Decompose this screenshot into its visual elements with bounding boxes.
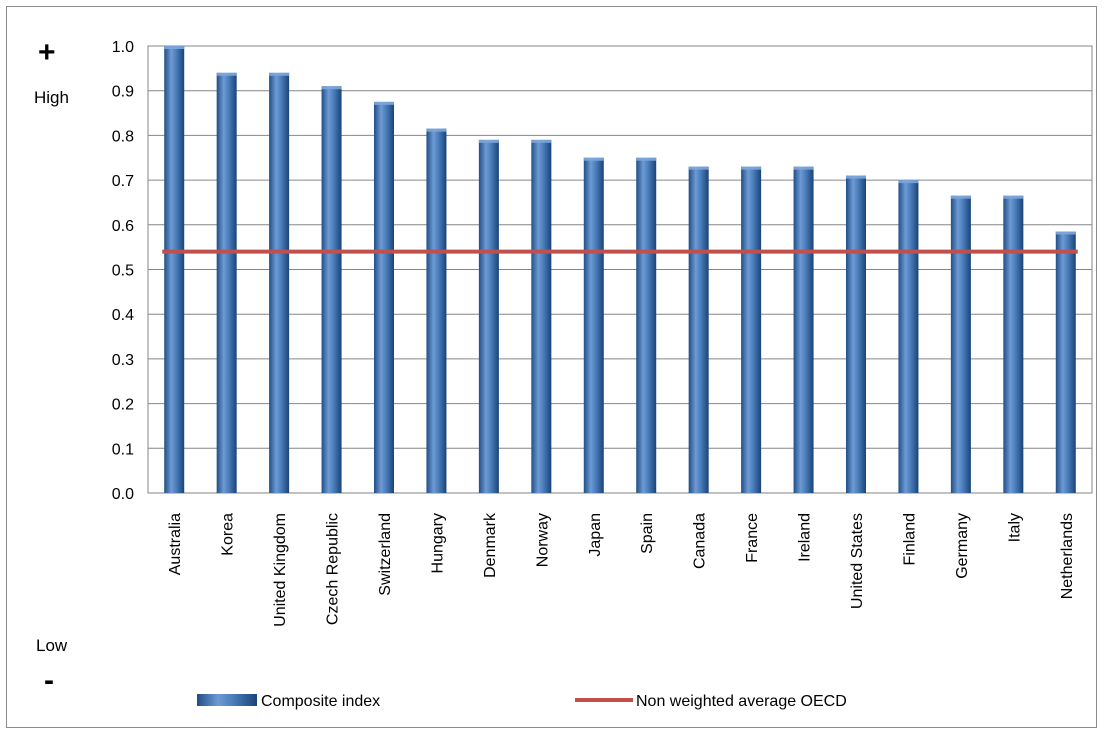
- y-tick-label: 0.9: [112, 84, 134, 101]
- x-tick-label: Finland: [901, 513, 918, 565]
- y-tick-label: 0.7: [112, 173, 134, 190]
- x-tick-label: Czech Republic: [325, 513, 342, 625]
- bar-cap: [531, 139, 552, 143]
- x-tick-label: Hungary: [429, 513, 446, 573]
- bar-japan: [583, 157, 604, 493]
- bar-cap: [374, 101, 394, 105]
- y-tick-label: 0.5: [112, 263, 134, 280]
- bar-cap: [1055, 231, 1076, 235]
- y-tick-label: 0.3: [112, 352, 134, 369]
- bar-united-states: [846, 175, 866, 493]
- bar: [426, 128, 447, 493]
- bar-cap: [688, 166, 709, 170]
- bar-italy: [1003, 195, 1024, 493]
- x-tick-label: Korea: [220, 513, 237, 556]
- y-tick-label: 1.0: [112, 39, 134, 56]
- y-tick-label: 0.2: [112, 397, 134, 414]
- bar-korea: [216, 72, 237, 493]
- bar-cap: [741, 166, 762, 170]
- bar-canada: [688, 166, 709, 493]
- bar-cap: [164, 46, 185, 49]
- bar-hungary: [426, 128, 447, 493]
- bars: [164, 46, 1076, 493]
- bar: [269, 72, 290, 493]
- bar: [636, 157, 657, 493]
- bar: [478, 139, 499, 493]
- y-tick-label: 0.4: [112, 307, 134, 324]
- bar-ireland: [793, 166, 814, 493]
- y-tick-label: 0.1: [112, 441, 134, 458]
- bar-cap: [1003, 195, 1024, 199]
- x-tick-label: Japan: [587, 513, 604, 557]
- bar-cap: [321, 86, 342, 90]
- x-tick-label: Italy: [1006, 513, 1023, 542]
- y-tick-label: 0.6: [112, 218, 134, 235]
- bar: [741, 166, 762, 493]
- x-tick-label: Denmark: [482, 512, 499, 578]
- x-tick-label: France: [744, 513, 761, 563]
- x-tick-label: Spain: [639, 513, 656, 554]
- bar-cap: [583, 157, 604, 161]
- bar-united-kingdom: [269, 72, 290, 493]
- bar: [1055, 231, 1076, 493]
- bar-netherlands: [1055, 231, 1076, 493]
- x-tick-label: United States: [849, 513, 866, 609]
- bar: [793, 166, 814, 493]
- legend-swatch-bar: [197, 694, 257, 706]
- bar-cap: [269, 72, 290, 76]
- plot-area: [147, 45, 1093, 494]
- bar-australia: [164, 46, 185, 493]
- bar: [216, 72, 237, 493]
- x-tick-label: Canada: [692, 513, 709, 569]
- bar-cap: [216, 72, 237, 76]
- x-axis-labels: Australia Korea United Kingdom Czech Republ…: [167, 512, 1076, 627]
- bar: [374, 101, 394, 493]
- bar-finland: [898, 180, 919, 493]
- high-label: High: [34, 88, 69, 107]
- low-symbol: -: [44, 664, 54, 697]
- bar: [846, 175, 866, 493]
- bar-cap: [898, 180, 919, 184]
- x-tick-label: United Kingdom: [272, 513, 289, 627]
- bar: [583, 157, 604, 493]
- bar: [1003, 195, 1024, 493]
- bar-denmark: [478, 139, 499, 493]
- bar-czech-republic: [321, 86, 342, 493]
- bar-france: [741, 166, 762, 493]
- legend: Composite index Non weighted average OECD: [197, 693, 847, 710]
- y-tick-label: 0.0: [112, 486, 134, 503]
- bar-cap: [793, 166, 814, 170]
- x-tick-label: Norway: [534, 513, 551, 567]
- x-tick-label: Australia: [167, 513, 184, 575]
- x-tick-label: Switzerland: [377, 513, 394, 596]
- bar: [898, 180, 919, 493]
- bar-cap: [950, 195, 971, 199]
- bar-cap: [478, 139, 499, 143]
- x-tick-label: Ireland: [797, 513, 814, 562]
- bar-cap: [636, 157, 657, 161]
- bar-cap: [846, 175, 866, 179]
- gridlines: [147, 45, 1093, 494]
- x-tick-label: Germany: [954, 513, 971, 579]
- high-symbol: +: [38, 36, 56, 69]
- bar-cap: [426, 128, 447, 132]
- y-tick-label: 0.8: [112, 128, 134, 145]
- bar-germany: [950, 195, 971, 493]
- bar: [688, 166, 709, 493]
- low-label: Low: [36, 636, 68, 655]
- bar: [321, 86, 342, 493]
- bar: [531, 139, 552, 493]
- bar-norway: [531, 139, 552, 493]
- y-axis-ticks: 1.0 0.9 0.8 0.7 0.6 0.5 0.4 0.3 0.2 0.1 0.0: [112, 39, 134, 503]
- x-tick-label: Netherlands: [1059, 513, 1076, 599]
- bar: [950, 195, 971, 493]
- bar-switzerland: [374, 101, 394, 493]
- bar-spain: [636, 157, 657, 493]
- bar: [164, 46, 185, 493]
- legend-label-average: Non weighted average OECD: [636, 693, 847, 710]
- legend-label-composite: Composite index: [261, 693, 380, 710]
